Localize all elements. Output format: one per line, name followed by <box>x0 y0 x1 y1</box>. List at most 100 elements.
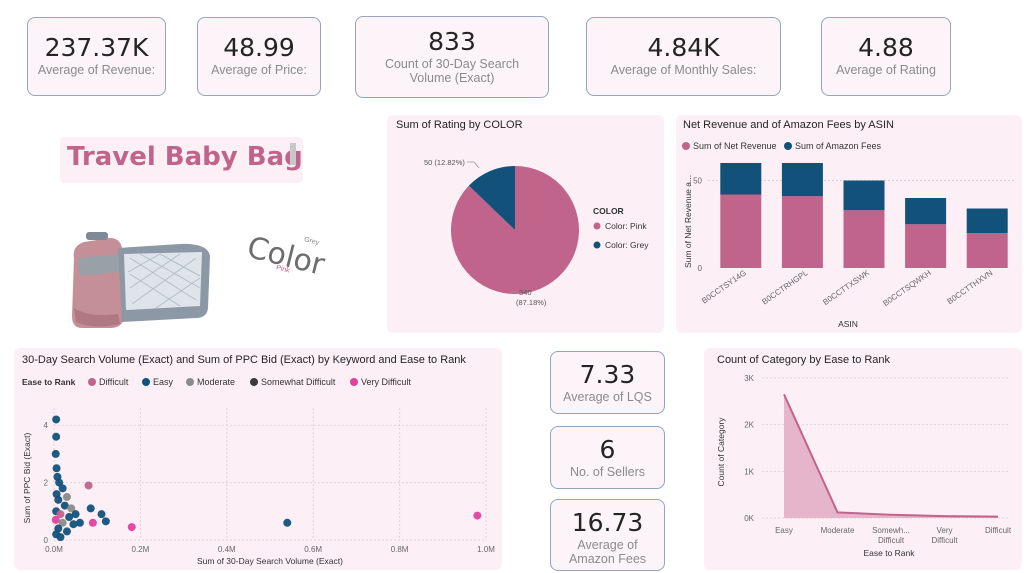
legend-label: Somewhat Difficult <box>261 377 336 387</box>
color-options-graphic: Color Grey Pink <box>244 222 342 292</box>
scatter-point <box>62 492 71 501</box>
scatter-point <box>69 520 78 529</box>
legend-label: Sum of Net Revenue <box>693 141 777 151</box>
kpi-label: Average of Monthly Sales: <box>610 63 757 77</box>
x-tick-label: 0.4M <box>218 545 236 554</box>
bar-segment <box>966 208 1008 233</box>
scatter-point <box>51 449 60 458</box>
pie-data-label: 50 (12.82%) <box>424 158 465 167</box>
kpi-card-monthly-sales[interactable]: 4.84K Average of Monthly Sales: <box>586 17 781 96</box>
scatter-point <box>62 527 71 536</box>
legend-label: Sum of Amazon Fees <box>795 141 882 151</box>
product-title-box: Travel Baby Bag <box>60 137 303 183</box>
kpi-label: Average of LQS <box>563 390 652 404</box>
kpi-value: 48.99 <box>223 33 295 62</box>
y-tick-label: 3K <box>744 374 754 383</box>
kpi-card-sellers[interactable]: 6 No. of Sellers <box>550 426 665 489</box>
area-line <box>783 393 999 518</box>
x-tick-label: Difficult <box>985 526 1012 535</box>
x-tick-label: Easy <box>775 526 793 535</box>
scatter-point <box>65 513 74 522</box>
scatter-point <box>54 495 63 504</box>
bar-segment <box>966 233 1008 268</box>
y-axis-title: Sum of PPC Bid (Exact) <box>22 432 32 523</box>
area-chart-panel: Count of Category by Ease to Rank 0K 1K 2K… <box>704 348 1022 570</box>
kpi-label: Count of 30-Day Search Volume (Exact) <box>384 57 520 85</box>
scatter-point <box>52 432 61 441</box>
kpi-value: 4.88 <box>858 33 914 62</box>
legend-title: Ease to Rank <box>22 377 76 387</box>
legend-label: Difficult <box>99 377 129 387</box>
scatter-point <box>52 415 61 424</box>
kpi-label: Average of Price: <box>211 63 307 77</box>
x-tick-label: 0.2M <box>132 545 150 554</box>
x-tick-label: B0CCTSY14G <box>700 268 748 305</box>
bar-chart-panel: Net Revenue and of Amazon Fees by ASIN S… <box>676 115 1022 333</box>
scatter-point <box>58 518 67 527</box>
pie-chart: COLOR 50 (12.82%) 340(87.18%) Color: Pink C… <box>424 158 649 307</box>
x-tick-label: B0CCTSQWKH <box>881 268 933 308</box>
y-tick-label: 1K <box>744 467 754 476</box>
x-tick-label: 0.0M <box>45 545 63 554</box>
scatter-point <box>60 501 69 510</box>
x-tick-label: 0.6M <box>304 545 322 554</box>
x-tick-label: B0CCTTXSWK <box>821 268 871 307</box>
legend-marker <box>88 378 96 386</box>
y-axis-title: Sum of Net Revenue a... <box>683 175 693 268</box>
bar-segment <box>843 180 885 211</box>
legend-label: Color: Pink <box>605 221 647 231</box>
product-title: Travel Baby Bag <box>67 142 303 172</box>
bar-segment <box>843 210 885 268</box>
kpi-label: No. of Sellers <box>569 465 646 479</box>
kpi-label: Average of Revenue: <box>37 63 156 77</box>
y-tick-label: 4 <box>44 421 49 430</box>
kpi-card-revenue[interactable]: 237.37K Average of Revenue: <box>27 17 166 96</box>
bar-segment <box>781 196 823 268</box>
x-tick-label: 1.0M <box>477 545 495 554</box>
kpi-value: 6 <box>599 435 616 464</box>
kpi-card-search-volume[interactable]: 833 Count of 30-Day Search Volume (Exact… <box>355 16 549 98</box>
kpi-value: 4.84K <box>647 33 720 62</box>
kpi-value: 237.37K <box>44 33 149 62</box>
legend-label: Moderate <box>197 377 235 387</box>
kpi-card-price[interactable]: 48.99 Average of Price: <box>197 17 321 96</box>
legend-marker <box>593 241 601 249</box>
bar-segment <box>905 198 947 225</box>
x-tick-label: B0CCTRHGPL <box>760 268 810 307</box>
legend-label: Very Difficult <box>361 377 411 387</box>
bar-segment <box>781 163 823 197</box>
chart-title: 30-Day Search Volume (Exact) and Sum of … <box>22 354 466 366</box>
area-fill <box>784 394 998 518</box>
kpi-card-amazon-fees[interactable]: 16.73 Average of Amazon Fees <box>550 499 665 571</box>
scatter-chart: Ease to Rank Difficult Easy Moderate Somewha… <box>22 377 495 566</box>
y-tick-label: 50 <box>693 177 702 186</box>
legend-label: Easy <box>153 377 174 387</box>
kpi-card-lqs[interactable]: 7.33 Average of LQS <box>550 351 665 414</box>
x-tick-label: Difficult <box>878 536 905 545</box>
legend-marker <box>250 378 258 386</box>
kpi-card-rating[interactable]: 4.88 Average of Rating <box>821 17 951 96</box>
scatter-point <box>101 517 110 526</box>
pie-chart-panel: Sum of Rating by COLOR COLOR 50 (12.82%)… <box>387 115 664 333</box>
scatter-point <box>88 518 97 527</box>
text-cursor-icon <box>290 143 296 165</box>
scatter-point <box>67 504 76 513</box>
scatter-point <box>55 478 64 487</box>
scatter-point <box>75 518 84 527</box>
scatter-point <box>97 510 106 519</box>
scatter-point <box>56 533 65 542</box>
x-tick-label: B0CCTTHXVN <box>945 268 994 306</box>
x-tick-label: Somewh... <box>872 526 910 535</box>
kpi-label: Average of Amazon Fees <box>568 538 647 566</box>
legend-label: Color: Grey <box>605 240 649 250</box>
product-image <box>60 188 264 332</box>
x-tick-label: Difficult <box>931 536 958 545</box>
scatter-chart-panel: 30-Day Search Volume (Exact) and Sum of … <box>14 348 502 570</box>
chart-title: Net Revenue and of Amazon Fees by ASIN <box>683 119 894 131</box>
scatter-point <box>51 515 60 524</box>
scatter-point <box>84 481 93 490</box>
scatter-point <box>71 510 80 519</box>
kpi-value: 7.33 <box>579 360 636 389</box>
pie-data-label: (87.18%) <box>516 298 547 307</box>
